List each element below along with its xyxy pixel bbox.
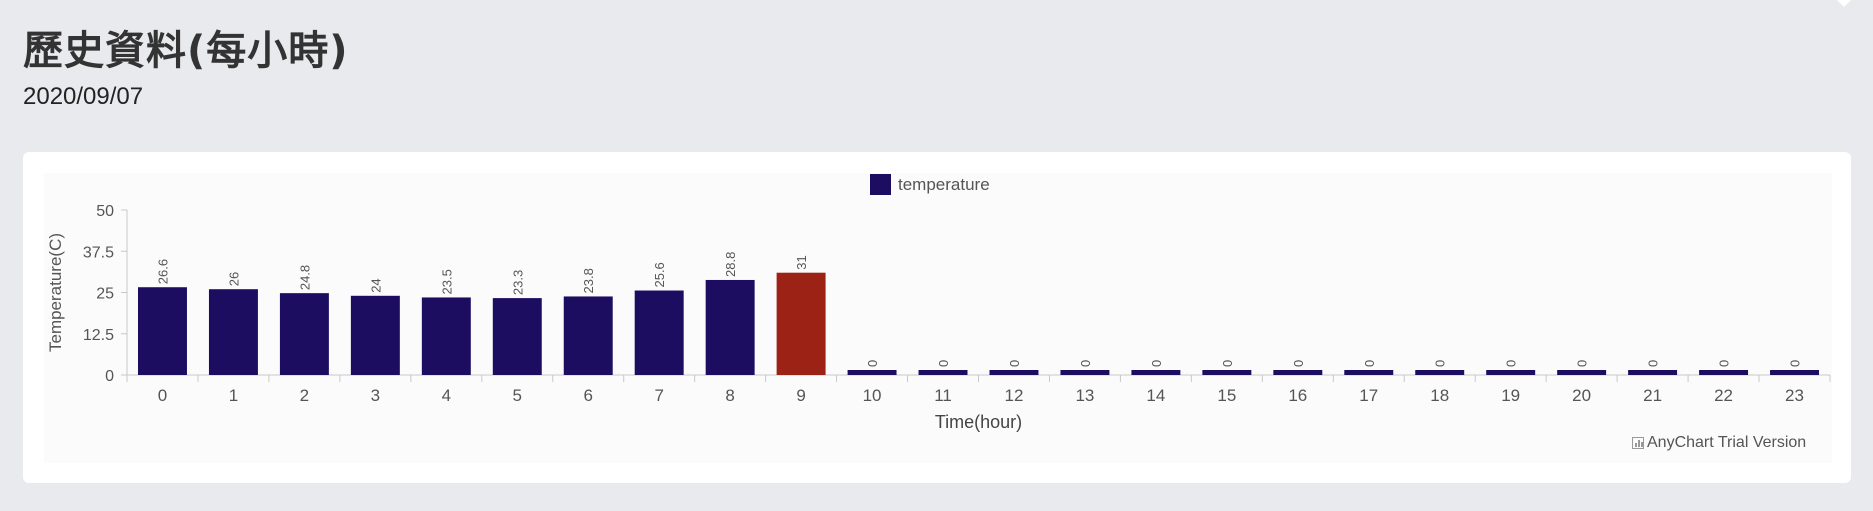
- data-label: 0: [865, 360, 880, 367]
- data-label: 0: [1007, 360, 1022, 367]
- chart-icon: [1632, 437, 1644, 449]
- x-tick-label: 7: [654, 386, 663, 405]
- data-label: 0: [1149, 360, 1164, 367]
- x-tick-label: 19: [1501, 386, 1520, 405]
- data-label: 0: [1291, 360, 1306, 367]
- data-label: 28.8: [723, 252, 738, 277]
- y-tick-label: 25: [96, 286, 114, 303]
- bar[interactable]: [989, 370, 1039, 375]
- data-label: 0: [1504, 360, 1519, 367]
- x-tick-label: 16: [1288, 386, 1307, 405]
- bar[interactable]: [350, 295, 400, 375]
- x-tick-label: 13: [1075, 386, 1094, 405]
- page-date: 2020/09/07: [23, 83, 144, 110]
- data-label: 0: [1575, 360, 1590, 367]
- x-tick-label: 8: [725, 386, 734, 405]
- credits-text: AnyChart Trial Version: [1647, 434, 1807, 451]
- x-tick-label: 15: [1217, 386, 1236, 405]
- bar[interactable]: [1131, 370, 1181, 375]
- bar[interactable]: [1060, 370, 1110, 375]
- data-label: 0: [1362, 360, 1377, 367]
- bar[interactable]: [1344, 370, 1394, 375]
- data-label: 31: [794, 255, 809, 269]
- y-tick-label: 50: [96, 203, 114, 220]
- data-label: 0: [1433, 360, 1448, 367]
- bar[interactable]: [492, 298, 542, 375]
- data-label: 0: [1078, 360, 1093, 367]
- bar[interactable]: [776, 272, 826, 375]
- bar[interactable]: [421, 297, 471, 375]
- bar[interactable]: [847, 370, 897, 375]
- x-tick-label: 18: [1430, 386, 1449, 405]
- legend-swatch[interactable]: [870, 174, 891, 195]
- bar[interactable]: [705, 279, 755, 375]
- x-tick-label: 4: [442, 386, 451, 405]
- data-label: 26.6: [155, 259, 170, 284]
- bar[interactable]: [1699, 370, 1749, 375]
- data-label: 24.8: [297, 265, 312, 290]
- data-label: 0: [936, 360, 951, 367]
- bar[interactable]: [1202, 370, 1252, 375]
- x-tick-label: 21: [1643, 386, 1662, 405]
- bar[interactable]: [634, 290, 684, 375]
- data-label: 0: [1646, 360, 1661, 367]
- bar[interactable]: [1770, 370, 1820, 375]
- x-tick-label: 23: [1785, 386, 1804, 405]
- data-label: 24: [368, 278, 383, 292]
- x-tick-label: 14: [1146, 386, 1165, 405]
- bar[interactable]: [1628, 370, 1678, 375]
- y-tick-label: 12.5: [83, 327, 114, 344]
- bar[interactable]: [918, 370, 968, 375]
- data-label: 0: [1717, 360, 1732, 367]
- x-tick-label: 12: [1005, 386, 1024, 405]
- bar[interactable]: [1415, 370, 1465, 375]
- bar[interactable]: [1273, 370, 1323, 375]
- data-label: 23.8: [581, 268, 596, 293]
- data-label: 0: [1788, 360, 1803, 367]
- bar[interactable]: [279, 293, 329, 375]
- bar[interactable]: [137, 287, 187, 375]
- data-label: 26: [226, 272, 241, 286]
- data-label: 0: [1220, 360, 1235, 367]
- bar[interactable]: [563, 296, 613, 375]
- y-axis-title: Temperature(C): [46, 233, 65, 352]
- page-title: 歷史資料(每小時): [23, 28, 349, 74]
- x-tick-label: 6: [583, 386, 592, 405]
- x-tick-label: 5: [513, 386, 522, 405]
- x-tick-label: 3: [371, 386, 380, 405]
- x-tick-label: 17: [1359, 386, 1378, 405]
- x-tick-label: 0: [158, 386, 167, 405]
- chart-area: [44, 173, 1832, 463]
- x-tick-label: 1: [229, 386, 238, 405]
- x-tick-label: 10: [863, 386, 882, 405]
- data-label: 23.5: [439, 269, 454, 294]
- bar[interactable]: [1557, 370, 1607, 375]
- x-tick-label: 9: [796, 386, 805, 405]
- bar[interactable]: [1486, 370, 1536, 375]
- anychart-credits[interactable]: AnyChart Trial Version: [1632, 434, 1806, 452]
- bar[interactable]: [208, 289, 258, 375]
- x-axis-title: Time(hour): [935, 412, 1022, 432]
- y-tick-label: 0: [105, 368, 114, 385]
- data-label: 25.6: [652, 262, 667, 287]
- y-tick-label: 37.5: [83, 244, 114, 261]
- x-tick-label: 20: [1572, 386, 1591, 405]
- chevron-down-icon[interactable]: [1837, 0, 1851, 7]
- x-tick-label: 11: [934, 386, 952, 405]
- x-tick-label: 2: [300, 386, 309, 405]
- legend-label: temperature: [898, 175, 990, 194]
- data-label: 23.3: [510, 270, 525, 295]
- x-tick-label: 22: [1714, 386, 1733, 405]
